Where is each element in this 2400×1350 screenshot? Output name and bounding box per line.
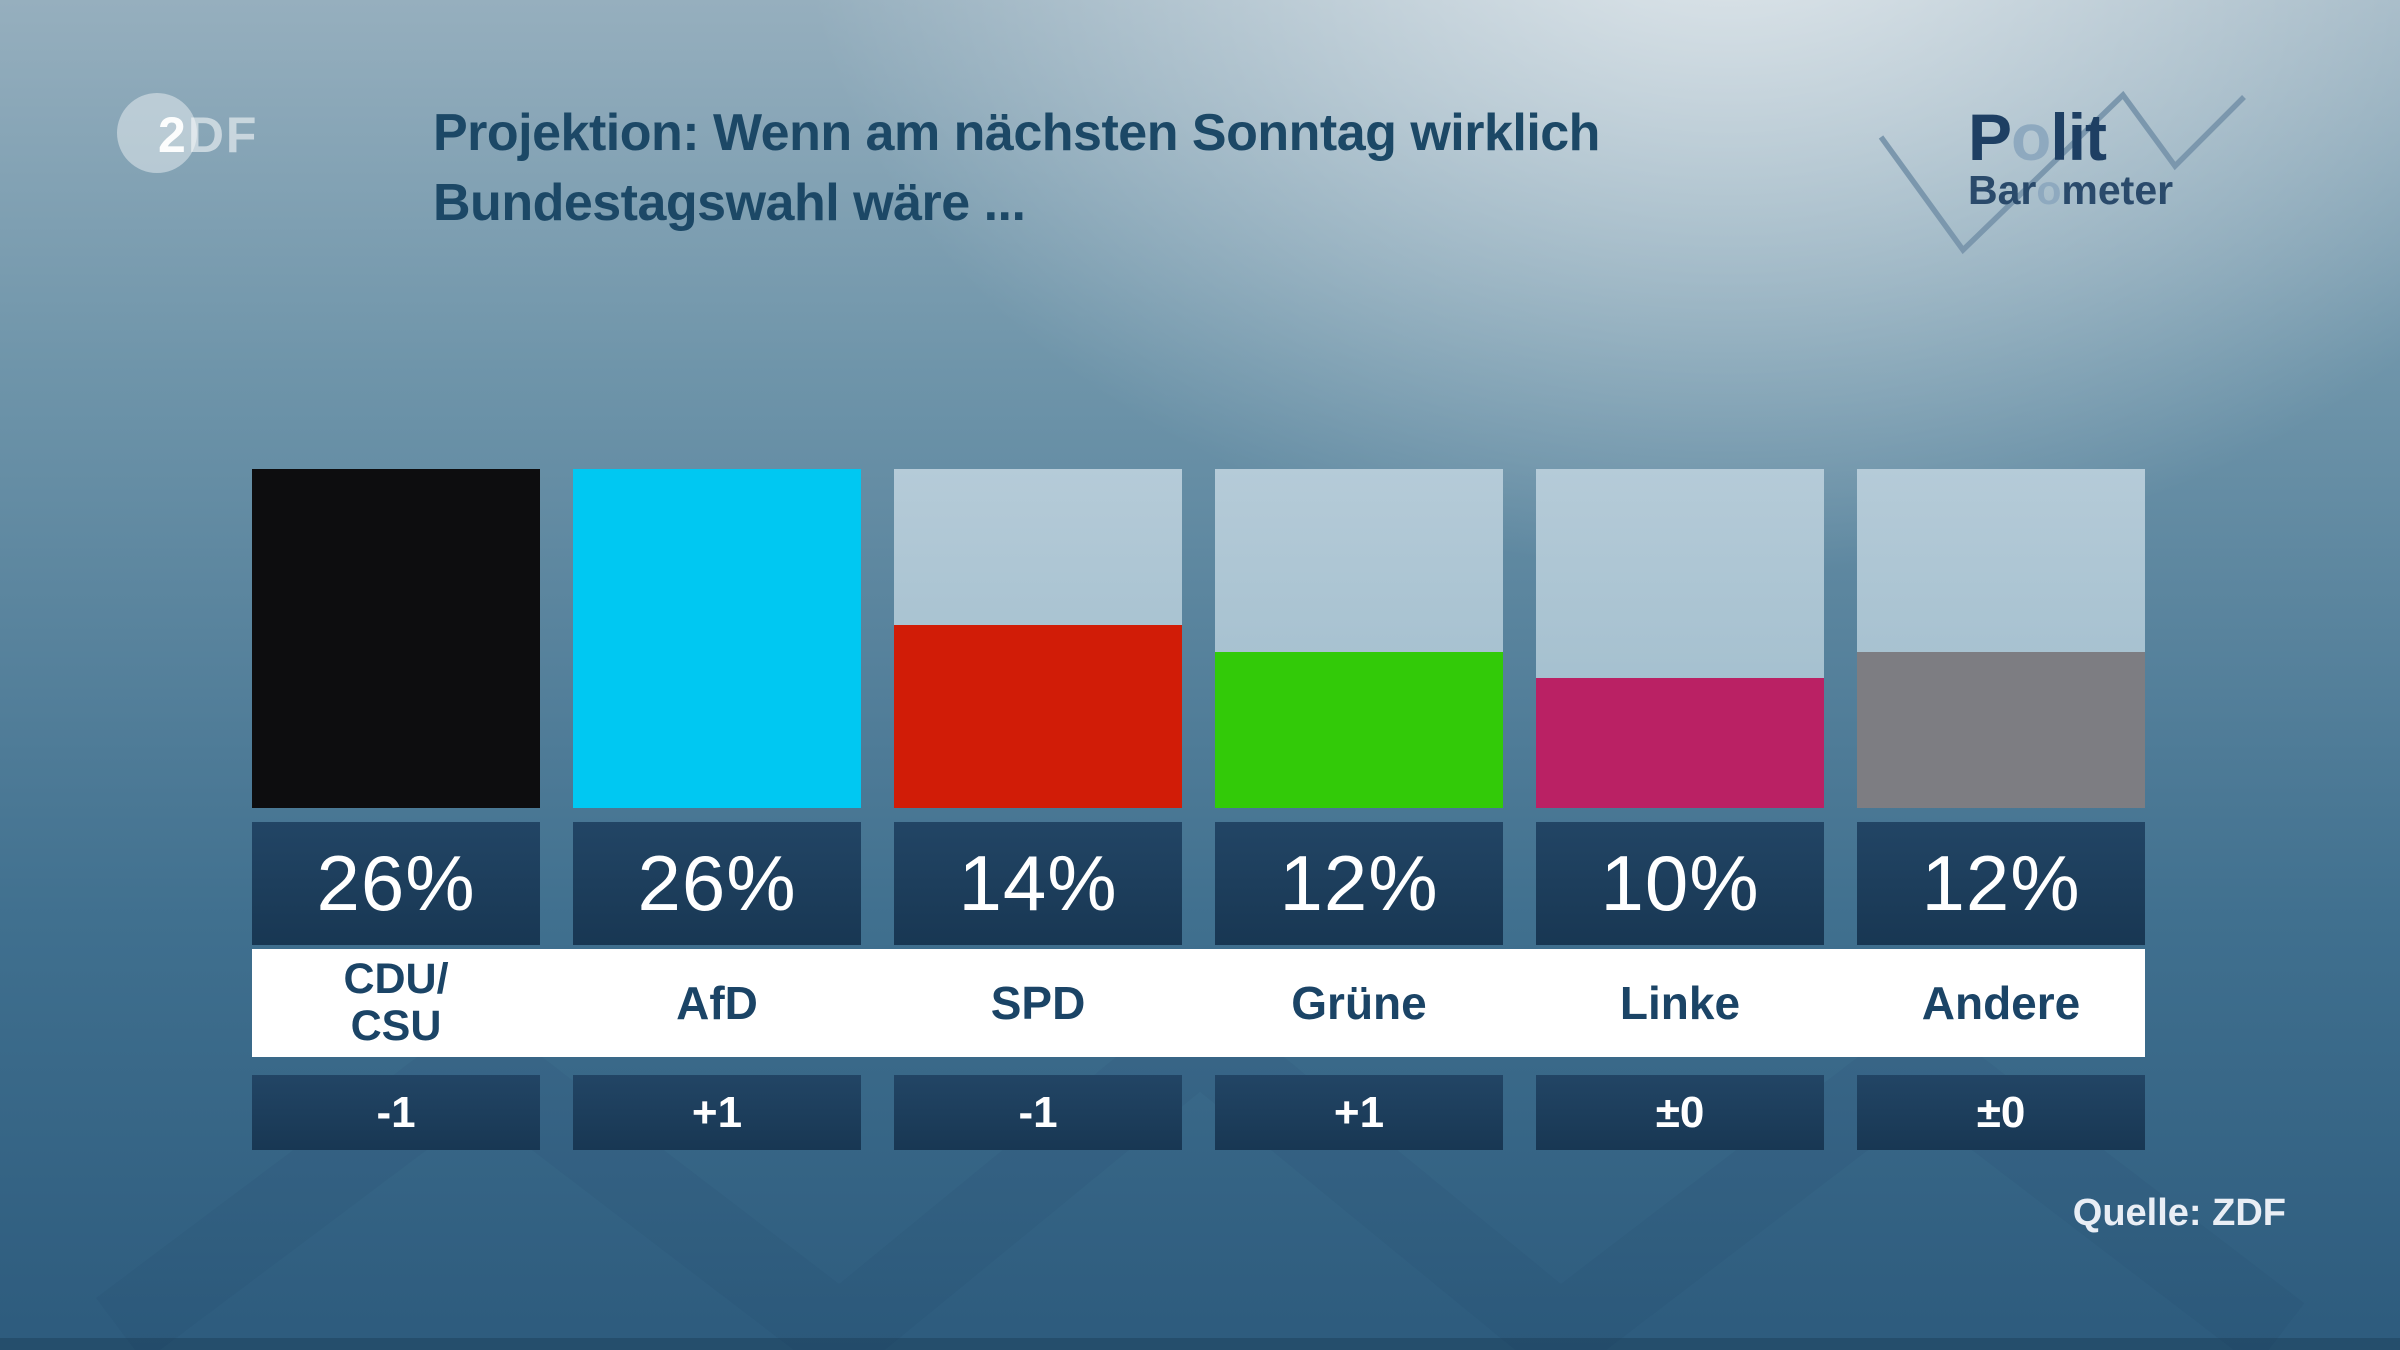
party-label-cdu-csu: CDU/CSU: [252, 949, 540, 1057]
party-label-line: Linke: [1619, 977, 1741, 1029]
zdf-logo: 2DF: [110, 88, 290, 183]
polit-pre: P: [1968, 100, 2012, 174]
polit-post: lit: [2050, 100, 2107, 174]
party-label-andere: Andere: [1857, 949, 2145, 1057]
bar-fill-cdu-csu: [252, 469, 540, 808]
barometer-pre: Bar: [1968, 167, 2037, 213]
party-label-line: CDU/: [343, 955, 449, 1003]
page-title-line2: Bundestagswahl wäre ...: [433, 174, 1026, 232]
value-row: 26% 26% 14% 12% 10% 12%: [252, 822, 2145, 945]
party-label-line: SPD: [990, 977, 1086, 1029]
bar-fill-afd: [573, 469, 861, 808]
barometer-post: meter: [2061, 167, 2174, 213]
value-badge-linke: 10%: [1536, 822, 1824, 945]
party-label-cells: CDU/CSU AfD SPD Grüne Linke Andere: [252, 949, 2145, 1057]
change-row: -1 +1 -1 +1 ±0 ±0: [252, 1075, 2145, 1150]
bars-row: [252, 469, 2145, 808]
politbarometer-logo: Polit Barometer: [1855, 68, 2275, 268]
bar-track-afd: [573, 469, 861, 808]
value-badge-cdu-csu: 26%: [252, 822, 540, 945]
projection-bar-chart: 26% 26% 14% 12% 10% 12% CDU/CSU AfD SPD Grüne Lin…: [252, 469, 2145, 1150]
change-badge-gr-ne: +1: [1215, 1075, 1503, 1150]
zdf-logo-circle-icon: [117, 93, 197, 173]
zdf-logo-text: 2DF: [158, 106, 258, 164]
page-title: Projektion: Wenn am nächsten Sonntag wir…: [433, 98, 1600, 238]
party-label-line: AfD: [676, 977, 758, 1029]
party-label-line: CSU: [350, 1002, 442, 1050]
source-note: Quelle: ZDF: [2072, 1192, 2286, 1234]
politbarometer-zigzag-icon: [1878, 90, 2246, 255]
politbarometer-wordmark-polit: Polit: [1968, 104, 2107, 170]
value-badge-afd: 26%: [573, 822, 861, 945]
bar-track-spd: [894, 469, 1182, 808]
bar-track-cdu-csu: [252, 469, 540, 808]
party-label-afd: AfD: [573, 949, 861, 1057]
change-badge-cdu-csu: -1: [252, 1075, 540, 1150]
party-label-linke: Linke: [1536, 949, 1824, 1057]
party-label-strip: CDU/CSU AfD SPD Grüne Linke Andere: [252, 949, 2145, 1057]
change-badge-linke: ±0: [1536, 1075, 1824, 1150]
bar-fill-andere: [1857, 652, 2145, 808]
bar-fill-linke: [1536, 678, 1824, 808]
party-label-line: Andere: [1921, 977, 2081, 1029]
value-badge-spd: 14%: [894, 822, 1182, 945]
change-badge-afd: +1: [573, 1075, 861, 1150]
value-badge-gr-ne: 12%: [1215, 822, 1503, 945]
bar-track-linke: [1536, 469, 1824, 808]
bar-fill-spd: [894, 625, 1182, 808]
bar-track-andere: [1857, 469, 2145, 808]
polit-light-letter: o: [2011, 100, 2051, 174]
page-title-line1: Projektion: Wenn am nächsten Sonntag wir…: [433, 104, 1600, 162]
barometer-light-letter: o: [2036, 167, 2062, 213]
party-label-spd: SPD: [894, 949, 1182, 1057]
party-label-line: Grüne: [1291, 977, 1427, 1029]
bar-fill-gr-ne: [1215, 652, 1503, 808]
zdf-logo-text-light: DF: [187, 107, 259, 163]
bar-track-gr-ne: [1215, 469, 1503, 808]
change-badge-andere: ±0: [1857, 1075, 2145, 1150]
value-badge-andere: 12%: [1857, 822, 2145, 945]
zdf-logo-text-bold: 2: [158, 107, 188, 163]
bottom-edge-strip: [0, 1338, 2400, 1350]
politbarometer-wordmark-barometer: Barometer: [1968, 168, 2173, 212]
change-badge-spd: -1: [894, 1075, 1182, 1150]
party-label-gr-ne: Grüne: [1215, 949, 1503, 1057]
